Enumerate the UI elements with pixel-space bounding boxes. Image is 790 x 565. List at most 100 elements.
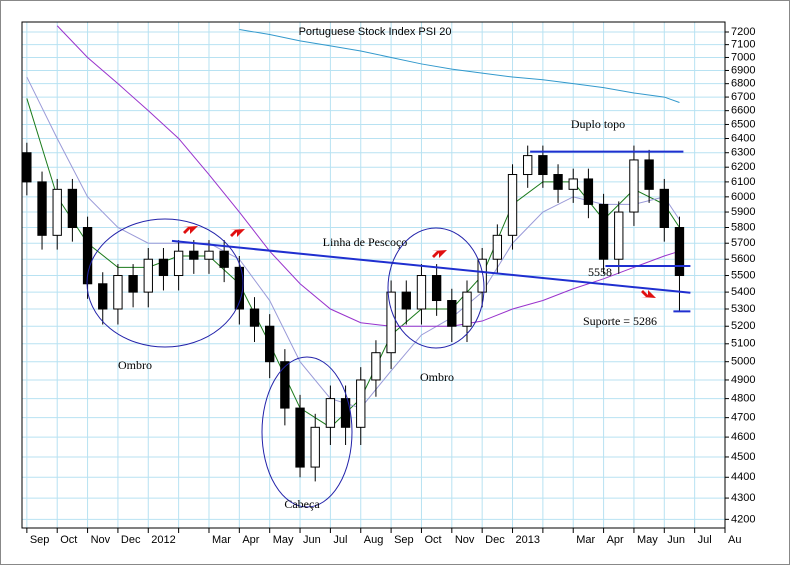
y-tick-label: 6400: [731, 132, 755, 144]
x-tick-label: Nov: [91, 534, 111, 546]
candle-body: [204, 250, 214, 260]
left-shoulder-circle: [86, 218, 244, 348]
y-tick-label: 6900: [731, 64, 755, 76]
x-tick-label: Jul: [333, 534, 347, 546]
plot-border: [21, 21, 726, 529]
y-tick-label: 4700: [731, 412, 755, 424]
x-tick-label: Jul: [698, 534, 712, 546]
arrow: [230, 229, 245, 237]
candle-body: [143, 258, 153, 293]
y-tick-label: 4800: [731, 393, 755, 405]
candle-body: [98, 283, 108, 310]
candle-body: [629, 159, 639, 213]
right-shoulder-circle: [387, 227, 485, 349]
x-tick-label: Au: [728, 534, 741, 546]
x-tick-label: Jun: [667, 534, 685, 546]
marks: [22, 25, 691, 482]
candle-body: [644, 159, 654, 190]
x-tick-label: Oct: [424, 534, 441, 546]
candle-body: [310, 426, 320, 468]
x-tick-label: Oct: [60, 534, 77, 546]
candle-body: [249, 308, 260, 327]
candle-body: [219, 250, 229, 268]
y-tick-label: 6500: [731, 118, 755, 130]
candle-body: [340, 398, 351, 428]
candle-body: [659, 188, 669, 228]
red-arrows: [183, 226, 656, 298]
candle-body: [674, 226, 685, 277]
y-tick-label: 6000: [731, 191, 755, 203]
annotation: Duplo topo: [571, 117, 625, 131]
x-tick-label: Sep: [30, 534, 50, 546]
y-tick-label: 4600: [731, 431, 755, 443]
candle-body: [52, 188, 62, 236]
grid: [22, 22, 729, 533]
candle-body: [295, 407, 305, 468]
candle-body: [82, 226, 93, 285]
candle-body: [598, 203, 609, 260]
candle-body: [416, 275, 427, 310]
x-tick-label: Dec: [485, 534, 505, 546]
y-tick-label: 6300: [731, 147, 755, 159]
y-tick-label: 5200: [731, 320, 755, 332]
y-tick-label: 4900: [731, 374, 755, 386]
y-tick-label: 5300: [731, 303, 755, 315]
candle-body: [538, 155, 548, 176]
candle-body: [401, 291, 411, 310]
candle-body: [614, 211, 624, 260]
candle-body: [431, 275, 442, 302]
candle-body: [189, 250, 199, 260]
candle-body: [22, 152, 32, 183]
x-tick-label: 2012: [151, 534, 175, 546]
arrow: [432, 250, 447, 258]
candle-body: [37, 181, 47, 236]
y-tick-label: 5000: [731, 356, 755, 368]
candle-body: [462, 291, 472, 327]
annotation: Ombro: [118, 358, 152, 372]
candle-body: [325, 398, 336, 428]
trendline: [171, 239, 691, 294]
annotation: Ombro: [420, 370, 454, 384]
candle-body: [371, 352, 381, 381]
candle-body: [568, 178, 578, 190]
y-tick-label: 7100: [731, 39, 755, 51]
candle-body: [128, 275, 138, 293]
candle-body: [492, 234, 503, 260]
arrow: [183, 226, 198, 234]
moving-average: [239, 28, 680, 103]
y-tick-label: 4300: [731, 492, 755, 504]
x-tick-label: Nov: [455, 534, 475, 546]
y-tick-label: 7200: [731, 26, 755, 38]
y-tick-label: 6600: [731, 105, 755, 117]
x-tick-label: Aug: [364, 534, 384, 546]
candle-body: [553, 174, 563, 190]
y-tick-label: 5100: [731, 338, 755, 350]
candle-body: [113, 275, 123, 310]
x-tick-label: Mar: [212, 534, 231, 546]
candle-body: [173, 250, 184, 277]
plot-area: [22, 22, 725, 528]
pattern-circles: [86, 218, 485, 508]
candle-body: [265, 325, 275, 363]
x-tick-label: Apr: [607, 534, 624, 546]
annotation: Suporte = 5286: [583, 314, 657, 328]
y-tick-label: 6100: [731, 176, 755, 188]
candle-body: [477, 258, 487, 293]
y-tick-label: 6200: [731, 161, 755, 173]
x-tick-label: Mar: [576, 534, 595, 546]
y-tick-label: 4200: [731, 513, 755, 525]
candle-body: [356, 379, 366, 428]
candle-body: [507, 174, 518, 236]
head-circle: [261, 356, 353, 508]
y-tick-label: 6700: [731, 91, 755, 103]
candle-body: [523, 155, 533, 176]
x-tick-label: May: [273, 534, 294, 546]
y-tick-label: 5700: [731, 237, 755, 249]
y-tick-label: 5400: [731, 286, 755, 298]
candle-body: [280, 361, 290, 409]
y-tick-label: 7000: [731, 51, 755, 63]
x-tick-label: 2013: [516, 534, 540, 546]
candle-body: [583, 178, 594, 205]
y-tick-label: 5500: [731, 269, 755, 281]
